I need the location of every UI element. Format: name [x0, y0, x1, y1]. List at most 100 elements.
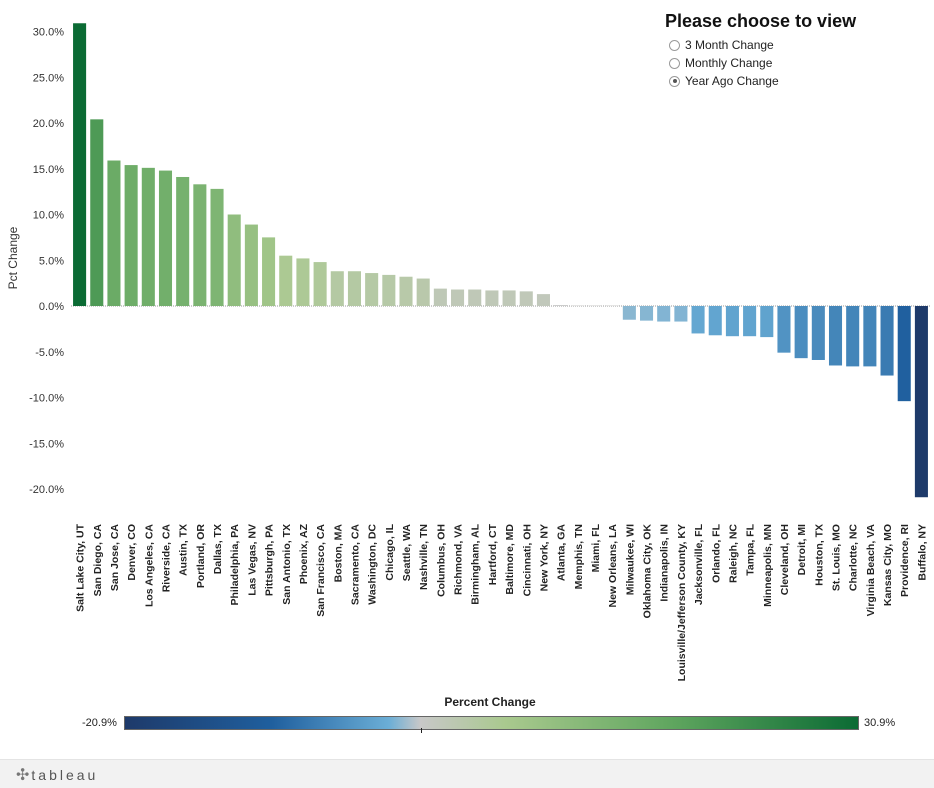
bar[interactable]	[674, 306, 688, 322]
y-tick-label: -15.0%	[29, 438, 64, 450]
bar[interactable]	[708, 306, 722, 336]
x-category-label: Austin, TX	[178, 524, 190, 576]
option-3-month-change[interactable]: 3 Month Change	[669, 36, 915, 54]
y-axis: 30.0% 25.0% 20.0% 15.0% 10.0% 5.0% 0.0% -5.0% -1…	[29, 27, 930, 496]
bar[interactable]	[914, 306, 928, 498]
y-axis-title: Pct Change	[6, 226, 20, 289]
x-category-label: Salt Lake City, UT	[75, 523, 87, 611]
x-category-label: Cleveland, OH	[779, 524, 791, 595]
bar[interactable]	[863, 306, 877, 367]
legend-max-label: 30.9%	[864, 717, 896, 729]
radio-selected-icon[interactable]	[669, 75, 680, 87]
x-category-label: Baltimore, MD	[504, 524, 516, 595]
x-category-label: Oklahoma City, OK	[642, 524, 654, 619]
x-category-label: Richmond, VA	[453, 524, 465, 595]
x-category-label: Nashville, TN	[418, 524, 430, 590]
bar[interactable]	[622, 306, 636, 320]
bar[interactable]	[365, 273, 379, 306]
y-tick-label: 25.0%	[33, 72, 64, 84]
bar[interactable]	[725, 306, 739, 337]
bar[interactable]	[210, 188, 224, 306]
bar[interactable]	[485, 290, 499, 306]
bar[interactable]	[90, 119, 104, 306]
bar[interactable]	[313, 262, 327, 306]
x-category-label: Virginia Beach, VA	[865, 524, 877, 617]
bar[interactable]	[158, 170, 173, 306]
option-year-ago-change[interactable]: Year Ago Change	[669, 72, 915, 90]
x-category-label: Denver, CO	[126, 524, 138, 581]
bar[interactable]	[691, 306, 705, 334]
x-category-label: Orlando, FL	[710, 523, 722, 583]
bar[interactable]	[468, 289, 482, 306]
bar[interactable]	[846, 306, 860, 367]
x-category-label: San Diego, CA	[92, 524, 104, 597]
bar[interactable]	[227, 214, 241, 307]
x-category-label: Tampa, FL	[745, 523, 757, 575]
bar[interactable]	[605, 305, 619, 307]
bar[interactable]	[760, 306, 774, 338]
bar[interactable]	[107, 160, 121, 306]
y-tick-label: 0.0%	[39, 301, 64, 313]
bar[interactable]	[73, 23, 87, 306]
tableau-logo[interactable]: ✣ tableau	[16, 765, 98, 785]
bar[interactable]	[640, 306, 654, 321]
radio-icon[interactable]	[669, 57, 680, 69]
footer-bar: ✣ tableau	[0, 759, 934, 788]
x-category-label: Chicago, IL	[384, 523, 396, 580]
x-category-label: Memphis, TN	[573, 524, 585, 589]
bar[interactable]	[244, 224, 258, 306]
x-category-label: Indianapolis, IN	[659, 524, 671, 602]
bar[interactable]	[451, 289, 465, 306]
bar[interactable]	[433, 288, 447, 307]
y-tick-label: 30.0%	[33, 27, 64, 39]
bar[interactable]	[279, 255, 293, 307]
x-category-label: Jacksonville, FL	[693, 523, 705, 605]
tableau-logo-text: tableau	[31, 767, 99, 783]
bar[interactable]	[176, 176, 190, 306]
bar[interactable]	[657, 306, 671, 322]
bar[interactable]	[296, 258, 310, 306]
bar[interactable]	[897, 306, 911, 402]
bar[interactable]	[880, 306, 894, 376]
x-category-label: New Orleans, LA	[607, 524, 619, 608]
y-tick-label: -10.0%	[29, 393, 64, 405]
bar[interactable]	[347, 271, 361, 306]
y-tick-label: 20.0%	[33, 118, 64, 130]
bar[interactable]	[743, 306, 757, 337]
option-label: 3 Month Change	[685, 38, 774, 52]
bar[interactable]	[193, 184, 207, 307]
bar[interactable]	[124, 165, 138, 306]
bar[interactable]	[828, 306, 843, 366]
bar[interactable]	[811, 306, 825, 360]
bar[interactable]	[554, 305, 568, 306]
x-category-label: Cincinnati, OH	[521, 524, 533, 596]
bar[interactable]	[571, 305, 585, 307]
x-category-label: San Jose, CA	[109, 524, 121, 592]
y-tick-label: 15.0%	[33, 164, 64, 176]
bar[interactable]	[399, 276, 413, 306]
x-category-label: New York, NY	[538, 524, 550, 591]
bar[interactable]	[536, 294, 550, 307]
bar[interactable]	[588, 305, 602, 307]
x-category-label: Las Vegas, NV	[246, 524, 258, 596]
x-category-label: Buffalo, NY	[916, 524, 928, 581]
legend-min-label: -20.9%	[82, 717, 117, 729]
view-selector: Please choose to view 3 Month Change Mon…	[665, 11, 915, 90]
x-category-label: San Francisco, CA	[315, 524, 327, 617]
bar[interactable]	[519, 291, 533, 306]
radio-icon[interactable]	[669, 39, 680, 51]
bar[interactable]	[262, 237, 276, 307]
y-tick-label: -5.0%	[35, 347, 64, 359]
color-legend-gradient	[124, 716, 859, 730]
bar[interactable]	[330, 271, 344, 306]
bar[interactable]	[141, 167, 155, 306]
bar[interactable]	[382, 274, 396, 306]
bar[interactable]	[794, 306, 808, 359]
option-monthly-change[interactable]: Monthly Change	[669, 54, 915, 72]
x-category-label: Charlotte, NC	[848, 524, 860, 592]
bar[interactable]	[416, 278, 430, 306]
x-category-label: Pittsburgh, PA	[264, 524, 276, 597]
bar[interactable]	[777, 306, 791, 353]
bar[interactable]	[502, 290, 516, 306]
selector-title: Please choose to view	[665, 11, 857, 31]
